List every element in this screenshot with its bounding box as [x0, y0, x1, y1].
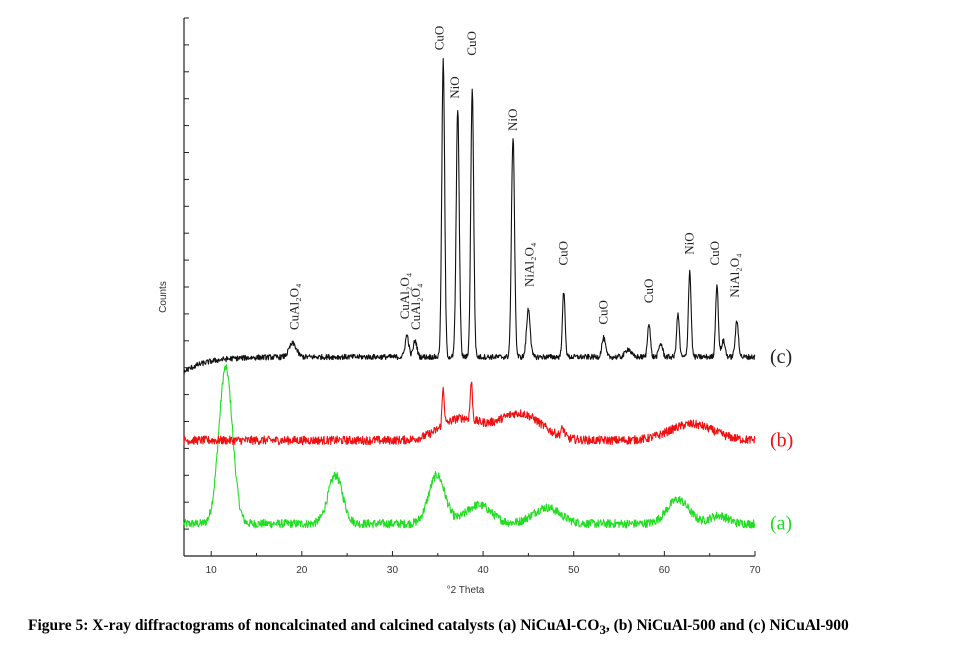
- peak-label: CuO: [641, 279, 656, 304]
- x-tick-label: 10: [206, 565, 218, 576]
- series-label-1: (b): [770, 429, 793, 451]
- peak-label: CuO: [556, 241, 571, 266]
- peak-label: CuO: [707, 241, 722, 266]
- peak-label: CuAl₂O₄: [397, 272, 412, 319]
- series-line-1: [183, 381, 756, 446]
- x-axis-label: °2 Theta: [447, 585, 485, 596]
- peak-label: CuO: [432, 26, 447, 51]
- caption-subscript: 3: [599, 622, 606, 638]
- series-labels: (a) (b) (c): [770, 346, 793, 535]
- series-line-0: [183, 364, 756, 529]
- figure-caption: Figure 5: X-ray diffractograms of noncal…: [28, 617, 968, 638]
- peak-label: NiO: [447, 76, 462, 98]
- chart-axes: 10 20 30 40 50 60 70: [183, 17, 761, 576]
- peak-label: NiO: [682, 232, 697, 254]
- x-tick-label: 50: [568, 565, 580, 576]
- x-tick-label: 60: [659, 565, 671, 576]
- x-tick-label: 30: [387, 565, 399, 576]
- caption-text-2: , (b) NiCuAl-500 and (c) NiCuAl-900: [605, 617, 849, 634]
- series-label-2: (c): [770, 346, 792, 368]
- peak-label: CuO: [464, 31, 479, 56]
- caption-text-1: X-ray diffractograms of noncalcinated an…: [92, 617, 600, 634]
- series-layer: [183, 57, 756, 529]
- xrd-chart: 10 20 30 40 50 60 70 CuAl₂O₄ CuAl₂O₄CuAl₂O₄CuON…: [158, 17, 793, 596]
- x-tick-label: 40: [478, 565, 490, 576]
- peak-label: CuAl₂O₄: [408, 283, 423, 330]
- series-line-2: [183, 57, 756, 375]
- x-tick-label: 20: [296, 565, 308, 576]
- peak-label: NiAl₂O₄: [521, 242, 536, 287]
- x-tick-label: 70: [749, 565, 761, 576]
- peak-labels: CuAl₂O₄ CuAl₂O₄CuAl₂O₄CuONiOCuONiONiAl₂O₄…: [287, 26, 742, 330]
- peak-label: NiAl₂O₄: [727, 253, 742, 298]
- peak-label: NiO: [505, 109, 520, 131]
- y-axis-label: Counts: [158, 281, 169, 313]
- peak-label: CuAl₂O₄: [287, 283, 302, 330]
- series-label-0: (a): [770, 513, 792, 535]
- caption-figure-number: Figure 5:: [28, 617, 93, 634]
- peak-label: CuO: [596, 300, 611, 325]
